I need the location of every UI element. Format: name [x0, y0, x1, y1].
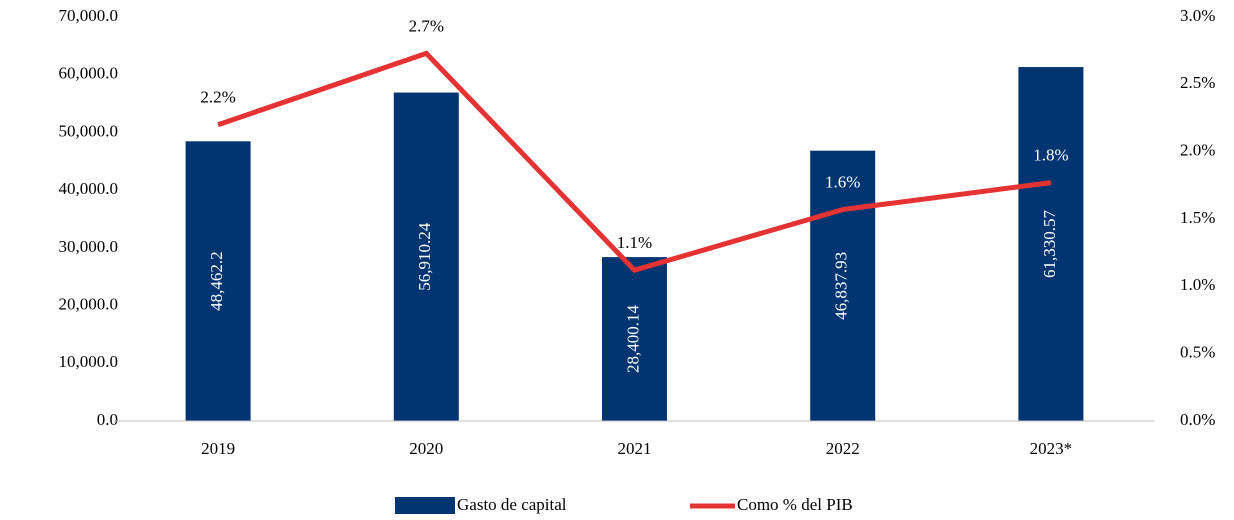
- line-value-label: 1.8%: [1033, 146, 1068, 165]
- legend-label: Gasto de capital: [457, 495, 567, 514]
- bar-value-label: 28,400.14: [623, 305, 642, 374]
- bar-value-label: 48,462.2: [207, 251, 226, 311]
- bar: [1018, 67, 1084, 421]
- y-tick-label: 40,000.0: [59, 179, 119, 198]
- bar-value-label: 61,330.57: [1040, 210, 1059, 279]
- y-tick-label: 10,000.0: [59, 352, 119, 371]
- legend-label: Como % del PIB: [737, 495, 853, 514]
- y-tick-label: 60,000.0: [59, 64, 119, 83]
- bar-value-label: 46,837.93: [832, 252, 851, 320]
- y-tick-label: 20,000.0: [59, 294, 119, 313]
- y2-tick-label: 0.5%: [1180, 343, 1215, 362]
- bar-value-label: 56,910.24: [415, 222, 434, 291]
- legend-swatch: [395, 497, 455, 514]
- y2-tick-label: 0.0%: [1180, 410, 1215, 429]
- x-tick-label: 2023*: [1030, 439, 1073, 458]
- y2-tick-label: 1.0%: [1180, 275, 1215, 294]
- line-value-label: 1.6%: [825, 172, 860, 191]
- x-tick-label: 2021: [618, 439, 652, 458]
- bar: [810, 150, 876, 422]
- y-tick-label: 0.0: [97, 410, 118, 429]
- y2-tick-label: 3.0%: [1180, 6, 1215, 25]
- bar: [602, 257, 667, 421]
- y-tick-label: 50,000.0: [59, 121, 119, 140]
- y2-tick-label: 2.5%: [1180, 73, 1215, 92]
- y-tick-label: 70,000.0: [59, 6, 119, 25]
- bar: [393, 92, 459, 421]
- x-tick-label: 2022: [826, 439, 860, 458]
- x-tick-label: 2020: [409, 439, 443, 458]
- x-tick-label: 2019: [201, 439, 235, 458]
- line-value-label: 2.2%: [200, 88, 235, 107]
- y2-tick-label: 1.5%: [1180, 208, 1215, 227]
- line-value-label: 2.7%: [409, 16, 444, 35]
- y2-tick-label: 2.0%: [1180, 141, 1215, 160]
- y-tick-label: 30,000.0: [59, 237, 119, 256]
- line-series: [217, 50, 1052, 273]
- bar: [185, 141, 251, 421]
- line-value-label: 1.1%: [617, 233, 652, 252]
